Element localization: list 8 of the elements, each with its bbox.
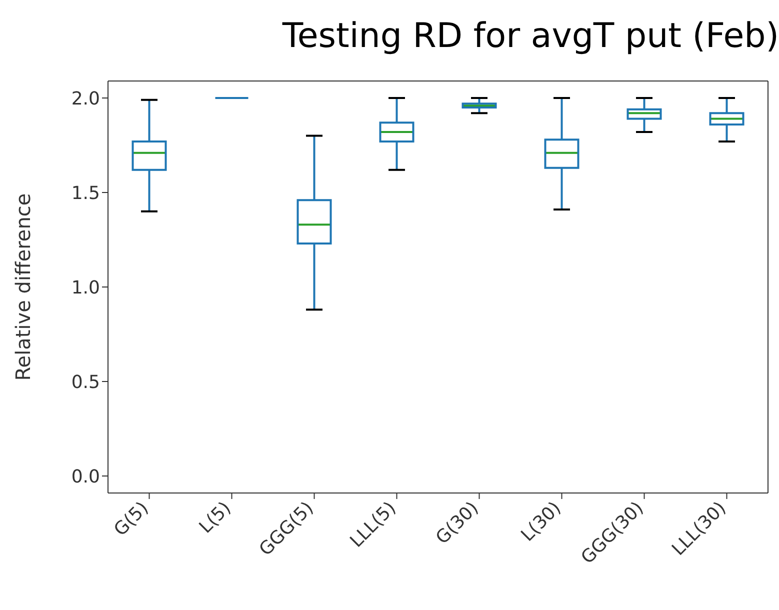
y-tick-label: 0.0 — [71, 466, 100, 488]
y-tick-label: 0.5 — [71, 372, 100, 393]
y-axis-title: Relative difference — [11, 193, 36, 381]
x-tick-label: L(5) — [195, 498, 236, 538]
y-tick-label: 2.0 — [71, 88, 100, 110]
chart-title: Testing RD for avgT put (Feb) — [281, 16, 779, 56]
y-tick-label: 1.0 — [71, 277, 100, 298]
y-tick-label: 1.5 — [71, 182, 100, 204]
